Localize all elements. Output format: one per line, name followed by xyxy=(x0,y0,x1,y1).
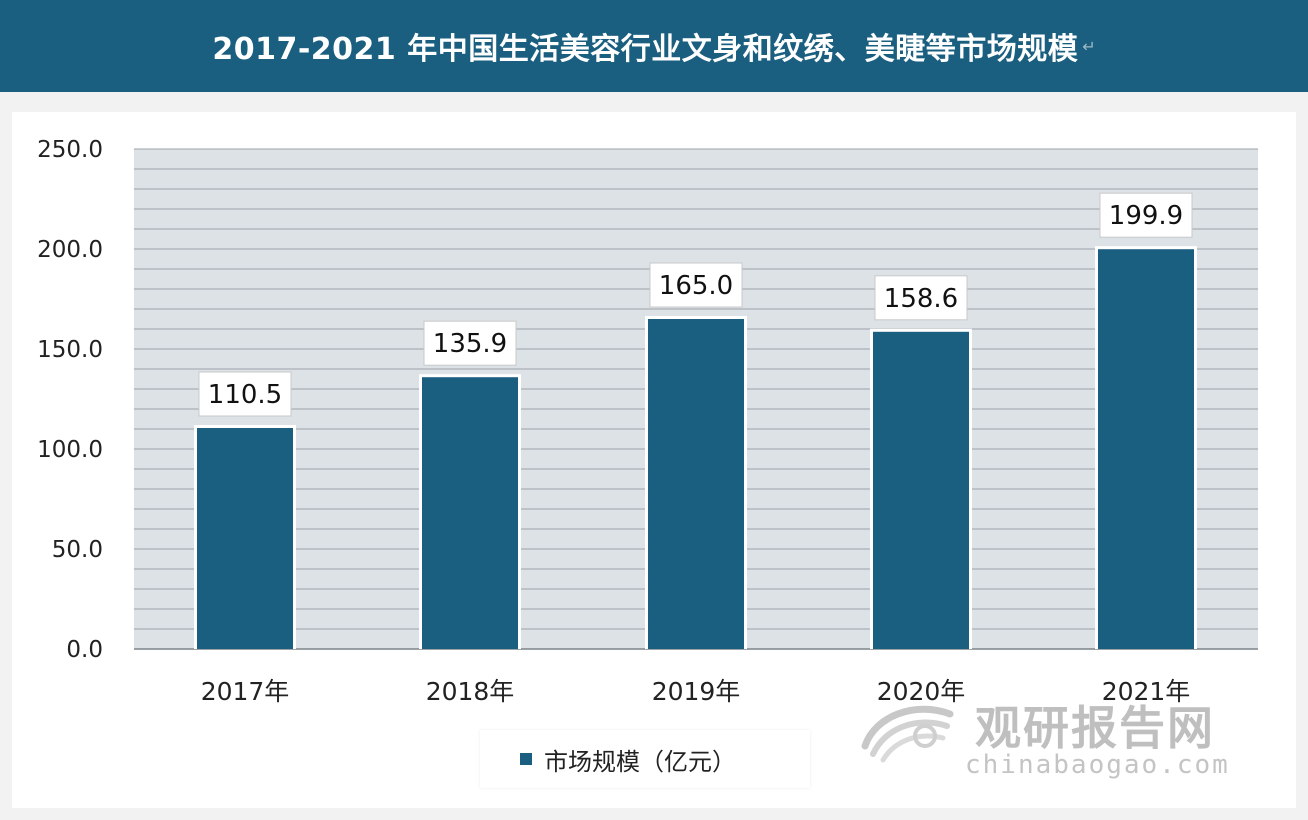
bar xyxy=(873,331,969,649)
watermark-cn-text: 观研报告网 xyxy=(975,701,1215,755)
watermark-logo-icon xyxy=(861,705,954,763)
data-label: 199.9 xyxy=(1109,201,1183,231)
data-label-box xyxy=(198,371,292,417)
x-tick-label: 2019年 xyxy=(652,677,741,706)
data-label-box xyxy=(1099,192,1193,238)
x-tick-label: 2020年 xyxy=(877,677,966,706)
data-label: 165.0 xyxy=(659,271,733,301)
y-tick-label: 200.0 xyxy=(37,237,103,263)
legend-swatch xyxy=(520,753,532,765)
bar xyxy=(197,428,293,649)
bar xyxy=(1098,249,1194,649)
y-tick-label: 150.0 xyxy=(37,337,103,363)
data-label-box xyxy=(423,320,517,366)
return-mark: ↵ xyxy=(1082,36,1096,56)
data-label-box xyxy=(874,275,968,321)
data-label: 135.9 xyxy=(433,329,507,359)
watermark: 观研报告网 chinabaogao.com xyxy=(855,692,1255,792)
data-label-box xyxy=(649,262,743,308)
watermark-en-text: chinabaogao.com xyxy=(965,750,1230,780)
bar xyxy=(422,377,518,649)
y-tick-label: 100.0 xyxy=(37,437,103,463)
y-tick-label: 50.0 xyxy=(52,537,103,563)
chart-title: 2017-2021 年中国生活美容行业文身和纹绣、美睫等市场规模 xyxy=(212,32,1079,67)
x-tick-label: 2021年 xyxy=(1102,677,1191,706)
title-bar: 2017-2021 年中国生活美容行业文身和纹绣、美睫等市场规模 ↵ xyxy=(0,0,1308,92)
y-tick-label: 0.0 xyxy=(66,637,103,663)
x-tick-label: 2018年 xyxy=(426,677,515,706)
data-label: 110.5 xyxy=(208,380,282,410)
legend: 市场规模（亿元） xyxy=(480,730,810,788)
legend-label: 市场规模（亿元） xyxy=(544,747,736,776)
data-label: 158.6 xyxy=(884,284,958,314)
bar xyxy=(648,319,744,649)
x-tick-label: 2017年 xyxy=(201,677,290,706)
y-tick-label: 250.0 xyxy=(37,137,103,163)
